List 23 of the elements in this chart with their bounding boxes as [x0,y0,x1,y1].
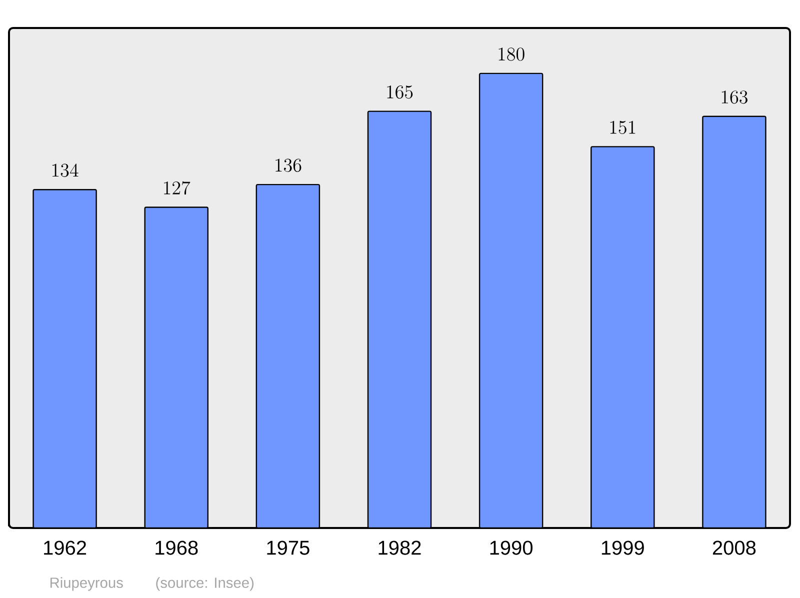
data-label: 163 [722,90,748,104]
data-label: 165 [387,86,413,99]
x-tick-label: 1999 [602,540,644,555]
bar [256,184,320,528]
bar [478,72,544,528]
text: Riupeyrous [50,577,123,591]
bar [32,189,97,528]
data-label: 151 [610,120,636,134]
text: (source: Insee) [156,577,254,591]
data-label: 134 [52,164,78,177]
x-tick-label: 1982 [378,540,421,555]
x-tick-label: 1975 [267,540,310,555]
data-label: 180 [498,48,524,61]
x-tick-label: 2008 [712,540,756,555]
x-tick-label: 1990 [490,540,533,555]
bar [367,110,432,528]
data-label: 127 [164,181,190,195]
bar [144,206,208,528]
x-tick-label: 1968 [156,540,198,555]
bar [590,146,655,528]
bar [702,116,766,528]
data-label: 136 [276,158,302,172]
x-tick-label: 1962 [44,540,86,555]
